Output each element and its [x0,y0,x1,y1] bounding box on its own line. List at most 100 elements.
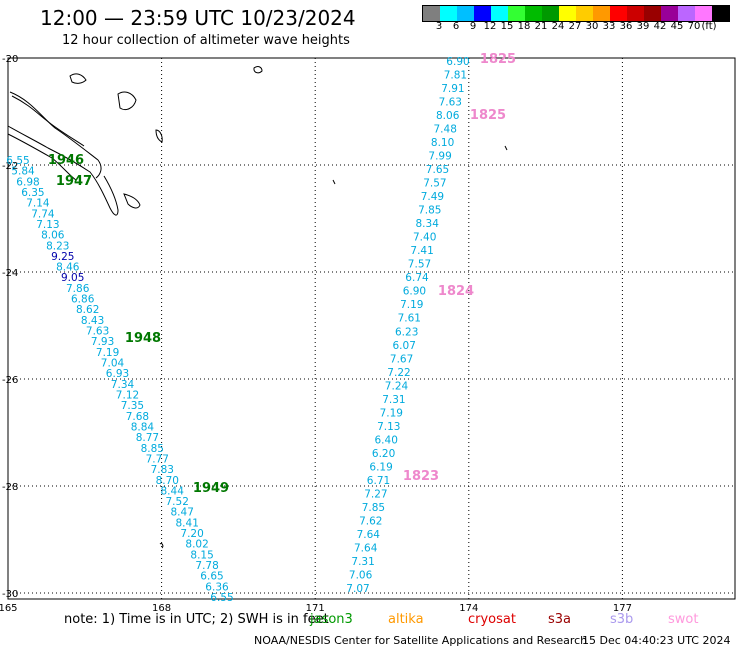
legend-swatch [491,6,508,21]
wave-height-value: 7.61 [398,313,421,325]
wave-height-value: 7.20 [180,528,203,540]
wave-height-value: 8.77 [136,432,159,444]
chart-subtitle: 12 hour collection of altimeter wave hei… [62,33,350,48]
wave-height-value: 6.71 [367,475,390,487]
legend-swatch [576,6,593,21]
wave-height-value: 7.57 [408,259,431,271]
lon-label: 177 [613,603,632,614]
legend-swatch [678,6,695,21]
legend-label: 36 [619,21,633,32]
wave-height-value: 7.64 [354,543,378,555]
time-label: 1948 [125,331,161,346]
wave-height-value: 7.13 [36,219,59,231]
wave-height-value: 8.85 [141,443,164,455]
legend-label: 45 [670,21,684,32]
wave-height-value: 7.06 [349,570,373,582]
wave-height-value: 8.15 [190,549,213,561]
wave-height-value: 7.41 [410,245,433,257]
wave-height-value: 6.55 [6,155,29,167]
legend-swatch [644,6,661,21]
time-label: 1825 [470,108,506,123]
wave-height-value: 7.57 [423,178,446,190]
lon-label: 165 [0,603,18,614]
wave-height-value: 9.05 [61,272,84,284]
wave-height-value: 7.63 [86,326,109,338]
wave-height-value: 7.99 [428,151,451,163]
legend-unit: (ft) [701,21,717,32]
legend-label: 9 [469,21,477,32]
lat-label: -26 [2,375,18,386]
time-label: 1825 [480,52,516,67]
wave-height-value: 8.23 [46,240,69,252]
legend-swatch [542,6,559,21]
wave-height-value: 7.67 [390,353,413,365]
wave-height-value: 8.43 [81,315,104,327]
legend-label: 70 [687,21,701,32]
legend-label: 30 [585,21,599,32]
satellite-s3b: s3b [610,612,634,627]
altimeter-tracks: 6.555.846.986.357.147.747.138.068.239.25… [6,56,469,604]
wave-height-value: 7.19 [96,347,119,359]
wave-height-value: 7.64 [357,529,381,541]
time-label: 1946 [48,153,84,168]
wave-height-value: 7.77 [146,453,169,465]
legend-label: 39 [636,21,650,32]
wave-height-value: 6.36 [205,581,229,593]
wave-height-value: 6.65 [200,571,223,583]
wave-height-value: 7.65 [426,164,449,176]
time-label: 1824 [438,284,474,299]
satellite-s3a: s3a [548,612,572,627]
wave-height-value: 7.49 [421,191,444,203]
wave-height-value: 7.85 [362,502,385,514]
wave-height-value: 8.84 [131,422,155,434]
wave-height-value: 8.62 [76,304,99,316]
legend-label: 18 [517,21,531,32]
legend-label: 12 [483,21,497,32]
wave-height-value: 7.19 [400,299,423,311]
time-labels: 1946 1947 1948 1949 1825 1825 1824 1823 [48,52,516,496]
wave-height-value: 7.35 [121,400,144,412]
wave-height-value: 7.14 [26,198,50,210]
footer-organization: NOAA/NESDIS Center for Satellite Applica… [254,634,588,647]
map-frame [7,57,736,600]
wave-height-value: 7.13 [377,421,400,433]
satellite-swot: swot [668,612,699,627]
wave-height-value: 7.31 [351,556,374,568]
footer-date: 15 Dec 04:40:23 UTC 2024 [582,634,731,647]
wave-height-value: 7.86 [66,283,90,295]
legend-swatch [627,6,644,21]
wave-height-value: 7.85 [418,205,441,217]
wave-height-value: 7.78 [195,560,218,572]
wave-height-value: 8.44 [161,485,185,497]
wave-height-value: 9.25 [51,251,74,263]
wave-height-value: 8.34 [416,218,440,230]
legend-swatch [593,6,610,21]
wave-height-value: 7.62 [359,515,382,527]
wave-height-value: 8.41 [176,517,199,529]
wave-height-value: 6.19 [369,461,392,473]
wave-height-value: 7.93 [91,336,114,348]
wave-height-value: 6.07 [393,340,416,352]
wave-height-value: 6.93 [106,368,129,380]
legend-label: 21 [534,21,548,32]
wave-height-value: 7.24 [385,380,409,392]
legend-swatch [610,6,627,21]
legend-label: 6 [452,21,460,32]
wave-height-value: 8.47 [171,507,194,519]
wave-height-value: 7.83 [151,464,174,476]
wave-height-value: 7.27 [364,488,387,500]
lat-label: -28 [2,482,18,493]
wave-height-value: 7.07 [346,583,369,595]
wave-height-value: 7.63 [439,97,462,109]
wave-height-value: 6.74 [405,272,429,284]
time-label: 1949 [193,481,229,496]
wave-height-value: 8.10 [431,137,454,149]
wave-height-value: 8.06 [41,230,65,242]
wave-height-value: 6.90 [446,56,469,68]
chart-title: 12:00 — 23:59 UTC 10/23/2024 [40,6,356,30]
wave-height-value: 6.90 [403,286,426,298]
legend-swatch [423,6,440,21]
wave-height-value: 6.40 [375,434,398,446]
wave-height-value: 6.98 [16,176,39,188]
wave-height-value: 7.81 [444,70,467,82]
